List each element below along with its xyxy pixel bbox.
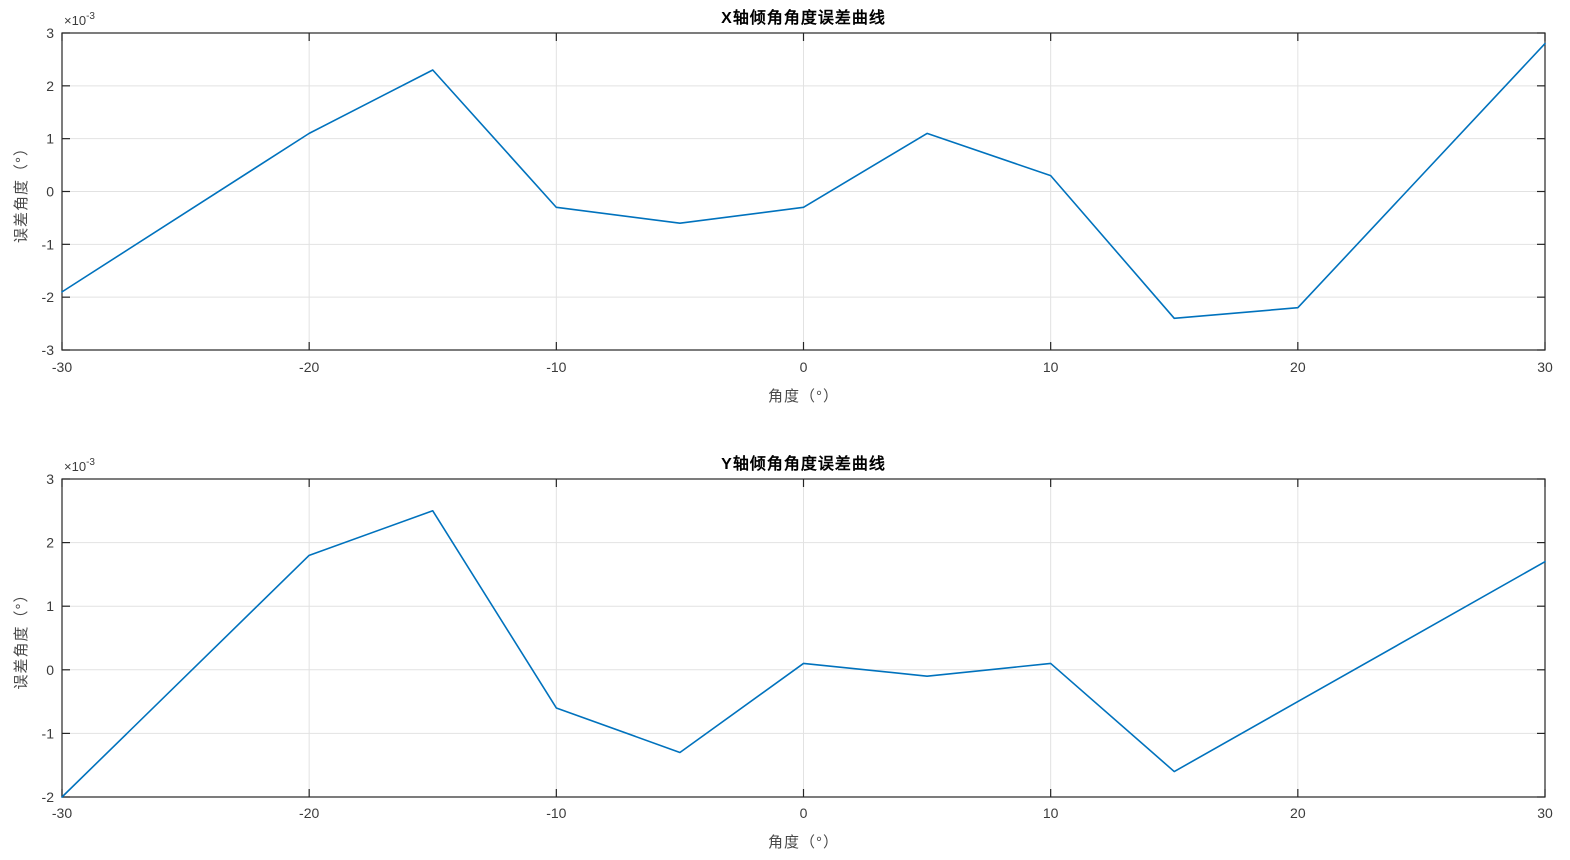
x-tick-label: -30 [52,805,72,821]
y-tick-label: -3 [42,342,55,358]
x-tick-label: 10 [1043,805,1059,821]
y-chart-title: Y轴倾角角度误差曲线 [721,456,886,473]
x-tick-label: 10 [1043,359,1059,375]
x-tick-label: -10 [546,805,566,821]
y-tick-label: 2 [46,535,54,551]
x-tick-label: -10 [546,359,566,375]
x-tick-label: 20 [1290,805,1306,821]
x-chart-title: X轴倾角角度误差曲线 [721,10,886,27]
y-tick-label: 1 [46,598,54,614]
exponent-label: ×10-3 [64,457,95,474]
y-tick-label: 3 [46,25,54,41]
data-line [61,510,1546,798]
y-tick-label: 1 [46,131,54,147]
y-tilt-error-chart: Y轴倾角角度误差曲线 -30 -20 -10 0 10 20 30 -2 -1 0 1 2 3 ×10-3… [0,430,1570,860]
x-tick-label: 30 [1537,805,1553,821]
exponent-label: ×10-3 [64,11,95,28]
x-axis-label: 角度（°） [768,388,839,405]
y-tick-label: -1 [42,725,55,741]
y-axis-label: 误差角度（°） [13,587,30,690]
x-tilt-plot-area: -30 -20 -10 0 10 20 30-3-2-10123×10-3角度（°）误差角度… [13,11,1553,405]
x-axis-label: 角度（°） [768,834,839,851]
y-tick-label: -2 [42,789,55,805]
y-tick-label: 0 [46,184,54,200]
y-axis-label: 误差角度（°） [13,140,30,243]
y-tick-label: 0 [46,662,54,678]
x-tick-label: -20 [299,359,319,375]
y-tilt-plot-area: -30 -20 -10 0 10 20 30-2-10123×10-3角度（°）误差角度（°… [13,457,1553,851]
y-tick-label: -2 [42,289,55,305]
x-tick-label: 0 [800,805,808,821]
x-tick-label: 0 [800,359,808,375]
x-tilt-error-chart: X轴倾角角度误差曲线 -30 -20 -10 0 10 20 30 -3 -2 -1 0 1 2 3 ×10… [13,10,1553,405]
x-tick-label: -30 [52,359,72,375]
x-tick-label: -20 [299,805,319,821]
data-line [61,42,1546,320]
x-tick-label: 30 [1537,359,1553,375]
y-tick-label: 2 [46,78,54,94]
y-tick-label: -1 [42,236,55,252]
x-tick-label: 20 [1290,359,1306,375]
y-tick-label: 3 [46,471,54,487]
